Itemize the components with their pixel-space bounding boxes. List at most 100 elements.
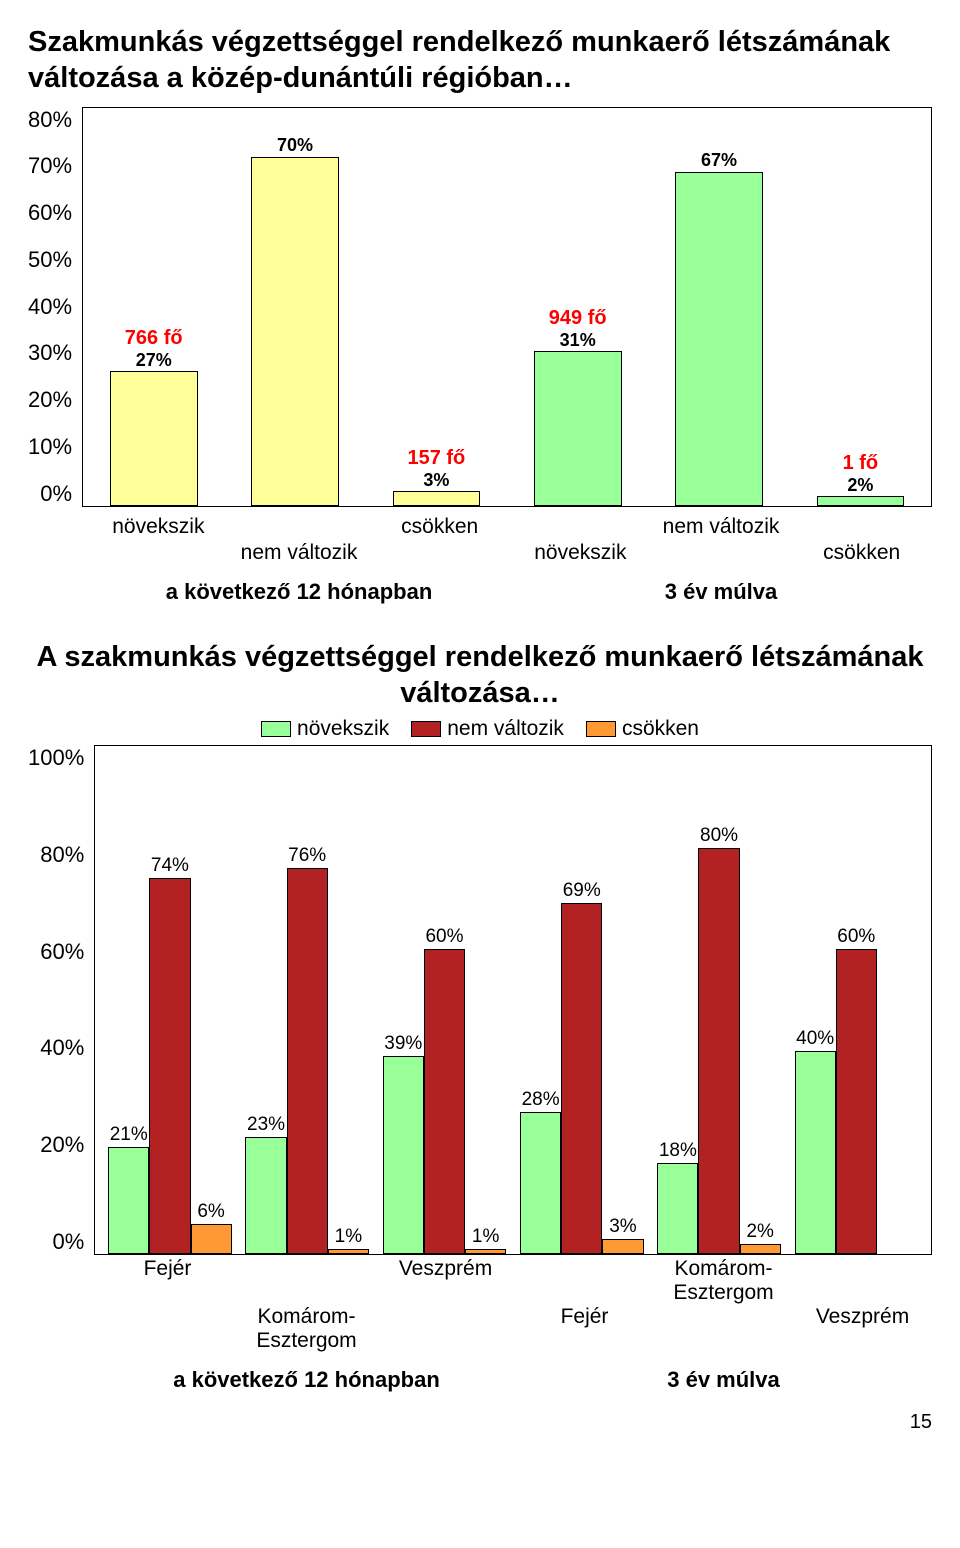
chart1-ytick: 10% [28,434,72,460]
chart2-group: 23%76%1% [239,746,376,1254]
legend-label: növekszik [297,717,389,741]
chart1-group: 949 fő31% [507,108,648,506]
chart2-xlabel: Komárom-Esztergom [654,1255,793,1305]
chart2-bar-label: 40% [796,1028,834,1050]
chart1-bar-label: 157 fő3% [407,447,465,491]
chart1-bar: 157 fő3% [393,491,481,506]
chart1-bar: 949 fő31% [534,351,622,505]
chart1-bar: 766 fő27% [110,371,198,505]
chart2-xlabel [793,1255,932,1305]
chart1-xlabel: növekszik [510,539,651,565]
legend-swatch [261,721,291,737]
chart2-xlabel: Fejér [515,1305,654,1353]
chart1-subgroup-right: 3 év múlva [510,565,932,615]
chart1-xlabel: csökken [791,539,932,565]
chart1-xlabel [651,539,792,565]
chart2-bar: 69% [561,903,602,1254]
chart2-bar: 3% [602,1239,643,1254]
chart1-xlabel [510,513,651,539]
chart2-bar: 40% [795,1051,836,1254]
chart2-bar-label: 1% [335,1226,362,1248]
chart2-bar-label: 2% [746,1221,773,1243]
chart2-xlabel: Fejér [98,1255,237,1305]
chart2-ytick: 40% [40,1035,84,1061]
chart1-plot: 766 fő27% 70% 157 fő3% 949 fő31% 67% 1 fő2% [82,107,932,507]
chart1-bar-label: 949 fő31% [549,307,607,351]
chart2-ytick: 60% [40,939,84,965]
chart1-ytick: 70% [28,153,72,179]
chart2-bar-label: 23% [247,1114,285,1136]
chart2-bar-label: 3% [609,1216,636,1238]
chart1-bar: 70% [251,157,339,505]
chart2-xlabel [515,1255,654,1305]
chart1-group: 70% [224,108,365,506]
legend-label: nem változik [447,717,564,741]
chart1-xlabel [791,513,932,539]
chart2-bar: 80% [698,848,739,1254]
chart2-legend: növekszik nem változik csökken [28,717,932,741]
chart2-bar-label: 74% [151,855,189,877]
chart1-group: 766 fő27% [83,108,224,506]
legend-label: csökken [622,717,699,741]
chart2-bar: 60% [836,949,877,1254]
chart1-ytick: 50% [28,247,72,273]
chart1-xaxis-row2: nem változik növekszik csökken [88,539,932,565]
chart2-bar: 6% [191,1224,232,1254]
chart2-group: 28%69%3% [513,746,650,1254]
chart1-xaxis-row1: növekszikcsökkennem változik [88,513,932,539]
legend-item: növekszik [261,717,389,741]
chart1-yaxis: 80%70%60%50%40%30%20%10%0% [28,107,82,507]
chart2-bar-label: 21% [110,1124,148,1146]
chart2-group: 21%74%6% [101,746,238,1254]
chart2-plot: 21%74%6%23%76%1%39%60%1%28%69%3%18%80%2%… [94,745,932,1255]
chart1-ytick: 80% [28,107,72,133]
chart2-bar: 18% [657,1163,698,1254]
chart1-xlabel [369,539,510,565]
chart1-xlabel [229,513,370,539]
chart1-ytick: 20% [28,387,72,413]
chart2-bar: 23% [245,1137,286,1254]
chart2-ytick: 80% [40,842,84,868]
chart2-subgroup-left: a következő 12 hónapban [98,1353,515,1399]
chart2-xlabel [98,1305,237,1353]
chart2-yaxis: 100%80%60%40%20%0% [28,745,94,1255]
page-number: 15 [28,1411,932,1434]
chart2-bar-label: 60% [837,926,875,948]
chart2-bar: 1% [328,1249,369,1254]
chart2-bar-label: 60% [425,926,463,948]
chart2-bar: 2% [740,1244,781,1254]
chart2-bar: 1% [465,1249,506,1254]
chart2-subgroup-right: 3 év múlva [515,1353,932,1399]
chart2: 100%80%60%40%20%0% 21%74%6%23%76%1%39%60… [28,745,932,1255]
chart2-bar-label: 6% [197,1201,224,1223]
chart2-bar-label: 18% [659,1140,697,1162]
chart2-ytick: 0% [52,1229,84,1255]
chart2-subgroup-labels: a következő 12 hónapban 3 év múlva [98,1353,932,1399]
chart2-xlabel [376,1305,515,1353]
chart2-bar: 76% [287,868,328,1254]
chart2-title: A szakmunkás végzettséggel rendelkező mu… [28,639,932,712]
chart2-group: 40%60% [788,746,925,1254]
chart2-bar-label: 69% [563,880,601,902]
legend-item: csökken [586,717,699,741]
chart1: 80%70%60%50%40%30%20%10%0% 766 fő27%70%1… [28,107,932,507]
chart1-subgroup-left: a következő 12 hónapban [88,565,510,615]
chart1-bar: 1 fő2% [817,496,905,506]
chart2-xaxis-row1: FejérVeszprémKomárom-Esztergom [98,1255,932,1305]
chart2-bar-label: 39% [384,1033,422,1055]
chart1-ytick: 30% [28,340,72,366]
chart2-bar-label: 76% [288,845,326,867]
chart1-xlabel [88,539,229,565]
chart1-ytick: 40% [28,294,72,320]
chart1-ytick: 60% [28,200,72,226]
chart2-ytick: 20% [40,1132,84,1158]
chart2-group: 18%80%2% [650,746,787,1254]
chart2-xlabel [237,1255,376,1305]
chart2-bar-label: 80% [700,825,738,847]
chart2-xlabel: Veszprém [793,1305,932,1353]
chart2-bar: 74% [149,878,190,1254]
chart2-bar: 21% [108,1147,149,1254]
chart1-group: 67% [648,108,789,506]
legend-item: nem változik [411,717,564,741]
chart1-xlabel: nem változik [229,539,370,565]
